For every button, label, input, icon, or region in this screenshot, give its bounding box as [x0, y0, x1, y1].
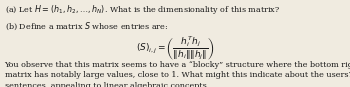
Text: You observe that this matrix seems to have a “blocky” structure where the bottom: You observe that this matrix seems to ha…	[5, 61, 350, 69]
Text: (a) Let $H = (h_1, h_2, \ldots, h_N)$. What is the dimensionality of this matrix: (a) Let $H = (h_1, h_2, \ldots, h_N)$. W…	[5, 3, 280, 16]
Text: matrix has notably large values, close to 1. What might this indicate about the : matrix has notably large values, close t…	[5, 71, 350, 79]
Text: sentences, appealing to linear algebraic concepts.: sentences, appealing to linear algebraic…	[5, 82, 209, 87]
Text: $(S)_{i,j} = \left( \dfrac{h_i^T h_j}{\|h_i\| \|h_j\|} \right)$: $(S)_{i,j} = \left( \dfrac{h_i^T h_j}{\|…	[136, 35, 214, 62]
Text: (b) Define a matrix $S$ whose entries are:: (b) Define a matrix $S$ whose entries ar…	[5, 21, 168, 32]
